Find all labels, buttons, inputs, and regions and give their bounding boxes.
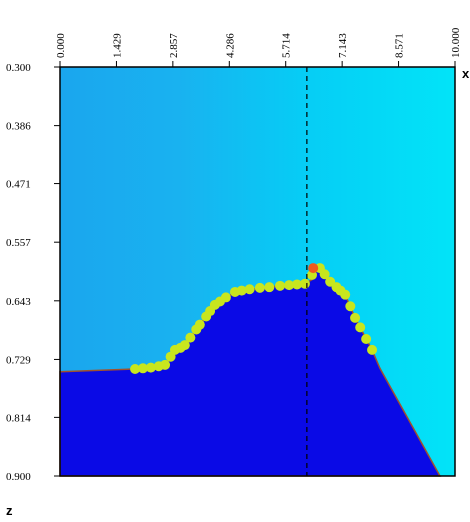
data-point <box>160 359 171 370</box>
x-tick-label: 1.429 <box>111 33 123 58</box>
data-point <box>220 292 231 303</box>
data-point <box>350 312 361 323</box>
x-axis-label: x <box>462 66 470 81</box>
x-tick-label: 8.571 <box>394 33 406 58</box>
y-tick-label: 0.300 <box>6 62 31 74</box>
data-point <box>264 282 275 293</box>
data-point <box>254 282 265 293</box>
y-tick-label: 0.643 <box>6 296 31 308</box>
data-point <box>361 333 372 344</box>
x-tick-label: 7.143 <box>337 33 349 58</box>
z-axis-label: z <box>6 503 13 517</box>
x-tick-label: 10.000 <box>450 27 462 58</box>
data-point <box>299 278 310 289</box>
data-point <box>340 289 351 300</box>
x-tick-label: 0.000 <box>55 33 67 58</box>
x-tick-label: 2.857 <box>168 33 180 58</box>
data-point <box>130 363 141 374</box>
y-tick-label: 0.900 <box>6 471 31 483</box>
data-point <box>179 340 190 351</box>
data-point <box>345 301 356 312</box>
data-point <box>244 284 255 295</box>
data-point <box>308 263 319 274</box>
data-point <box>367 344 378 355</box>
x-tick-label: 5.714 <box>281 33 293 58</box>
y-tick-label: 0.386 <box>6 121 31 133</box>
y-tick-label: 0.814 <box>6 412 31 424</box>
data-point <box>145 362 156 373</box>
data-point <box>236 285 247 296</box>
data-point <box>292 279 302 290</box>
data-point <box>137 363 148 374</box>
x-tick-label: 4.286 <box>224 33 236 58</box>
data-point <box>275 280 286 291</box>
data-point <box>194 319 205 330</box>
data-point <box>284 280 295 291</box>
plot-frame <box>59 66 456 477</box>
data-point <box>355 322 366 333</box>
y-tick-label: 0.471 <box>6 179 31 191</box>
data-point <box>319 269 330 280</box>
data-point <box>185 332 196 343</box>
y-tick-label: 0.557 <box>6 237 31 249</box>
y-tick-label: 0.729 <box>6 354 31 366</box>
